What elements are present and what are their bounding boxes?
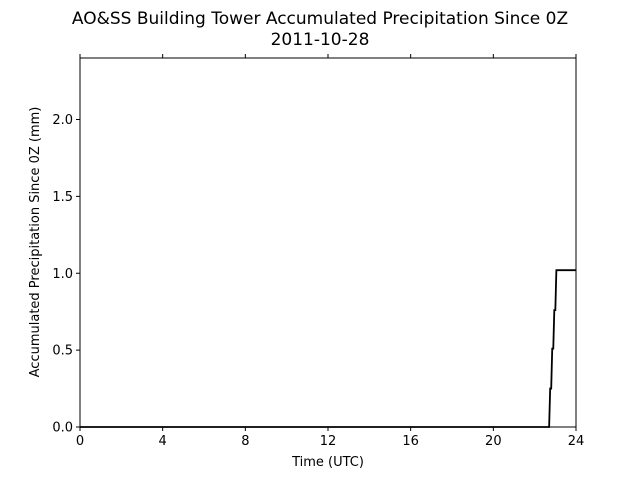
y-tick-label: 0.0 (52, 421, 73, 436)
chart-title: AO&SS Building Tower Accumulated Precipi… (72, 9, 568, 29)
x-tick-label: 4 (159, 434, 167, 449)
y-axis-label: Accumulated Precipitation Since 0Z (mm) (28, 107, 43, 378)
y-axis-ticks: 0.0 0.5 1.0 1.5 2.0 (52, 113, 80, 436)
series-group (80, 269, 576, 428)
x-tick-label: 24 (568, 434, 585, 449)
x-tick-label: 8 (241, 434, 249, 449)
y-tick-label: 2.0 (52, 113, 73, 128)
x-tick-label: 0 (76, 434, 84, 449)
x-tick-label: 16 (402, 434, 419, 449)
precipitation-line (80, 269, 576, 428)
x-tick-label: 12 (320, 434, 337, 449)
y-tick-label: 1.0 (52, 267, 73, 282)
plot-frame (79, 57, 577, 428)
x-tick-label: 20 (485, 434, 502, 449)
y-tick-label: 0.5 (52, 344, 73, 359)
x-axis-label: Time (UTC) (291, 455, 364, 470)
x-axis-ticks: 0 4 8 12 16 20 24 (76, 54, 584, 449)
y-tick-label: 1.5 (52, 190, 73, 205)
chart-subtitle: 2011-10-28 (271, 30, 370, 50)
